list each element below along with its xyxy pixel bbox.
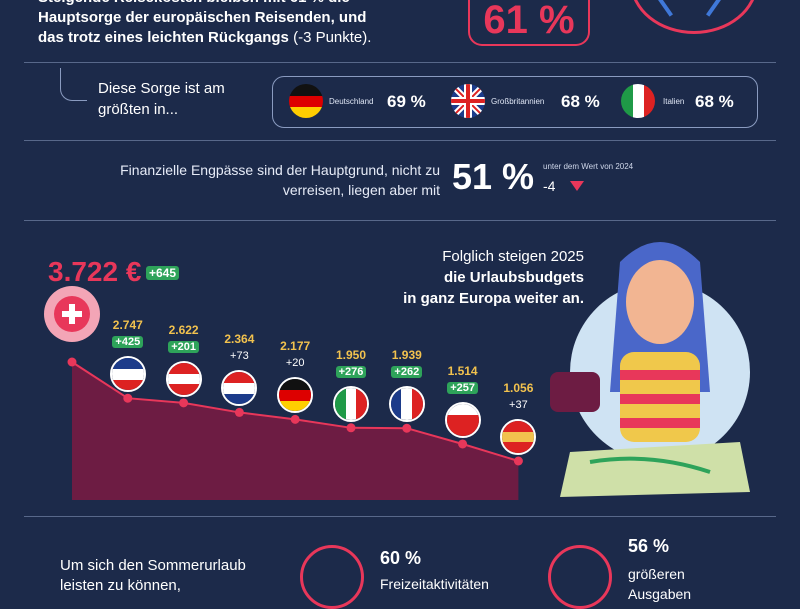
chart-value-label: 1.056 xyxy=(503,381,534,395)
chart-point-8 xyxy=(458,439,468,449)
connector-line xyxy=(60,68,87,101)
switzerland-flag-icon xyxy=(54,296,90,332)
chart-point-5 xyxy=(290,414,300,424)
country-name: Deutschland xyxy=(329,97,374,106)
country-name: Italien xyxy=(663,97,685,106)
down-arrow-icon xyxy=(570,181,584,191)
chart-delta-wrapper: +37 xyxy=(488,399,548,411)
financial-text: Finanzielle Engpässe sind der Hauptgrund… xyxy=(120,162,440,198)
budget-line-2: die Urlaubsbudgets xyxy=(443,269,584,286)
chart-delta-wrapper: +73 xyxy=(209,350,269,362)
country-value: 69 % xyxy=(387,92,426,111)
deutschland-flag-icon xyxy=(277,377,314,414)
chart-delta-label: +425 xyxy=(112,336,144,349)
headline-percentage: 61 % xyxy=(468,0,590,46)
chart-delta-wrapper: +201 xyxy=(154,340,214,353)
intro-line-3: das trotz eines leichten Rückgangs (-3 P… xyxy=(38,28,458,48)
chart-point-4 xyxy=(234,407,244,417)
chart-point-7 xyxy=(402,423,412,433)
chart-delta-label: +276 xyxy=(335,365,367,378)
italy-flag-icon xyxy=(621,84,655,118)
chart-point-9 xyxy=(513,456,523,466)
chart-point-1 xyxy=(67,357,77,367)
chart-value-label: 2.177 xyxy=(280,339,311,354)
chart-point-2 xyxy=(123,393,133,403)
chart-delta-label: +257 xyxy=(447,381,478,394)
country-value: 68 % xyxy=(561,92,600,111)
chart-value-label-top: 3.722 € xyxy=(48,256,142,287)
divider xyxy=(24,516,776,517)
switzerland-bubble xyxy=(44,286,100,342)
chart-delta-label: +37 xyxy=(509,399,528,411)
chart-point-3 xyxy=(179,398,189,408)
intro-line-1: Steigende Reisekosten bleiben mit 61 % d… xyxy=(38,0,458,8)
chart-value-label: 1.514 xyxy=(447,363,478,378)
polen-flag-icon xyxy=(444,401,481,438)
germany-flag-icon xyxy=(289,84,323,118)
chart-delta-wrapper: +276 xyxy=(321,365,381,378)
building-icon xyxy=(548,545,612,609)
budget-text: Folglich steigen 2025 die Urlaubsbudgets… xyxy=(380,246,584,309)
chart-value-label: 1.939 xyxy=(391,348,422,363)
großbritannien-flag-icon xyxy=(109,356,146,393)
country-value: 68 % xyxy=(695,92,734,111)
chart-value-label: 2.364 xyxy=(224,332,255,347)
chart-value-label: 1.950 xyxy=(335,347,367,362)
intro-line-3a: das trotz eines leichten Rückgangs xyxy=(38,29,289,46)
financial-note: unter dem Wert von 2024 xyxy=(543,162,634,171)
intro-text: Steigende Reisekosten bleiben mit 61 % d… xyxy=(38,0,458,48)
stat-1-label: Freizeitaktivitäten xyxy=(380,576,489,592)
traveler-illustration xyxy=(550,242,750,497)
financial-value: 51 % xyxy=(452,156,535,197)
niederlande-flag-icon xyxy=(221,370,258,407)
budget-line-1: Folglich steigen 2025 xyxy=(442,248,584,265)
divider xyxy=(24,62,776,63)
budget-line-3: in ganz Europa weiter an. xyxy=(403,290,584,307)
spanien-flag-icon xyxy=(500,419,537,455)
divider xyxy=(24,140,776,141)
stat-2-label-2: Ausgaben xyxy=(628,586,692,602)
chart-delta-label-top: +645 xyxy=(146,266,180,280)
stat-2-label: größeren xyxy=(628,566,685,582)
country-name: Großbritannien xyxy=(491,97,545,106)
chart-delta-wrapper: +20 xyxy=(265,357,325,369)
divider xyxy=(24,220,776,221)
chart-delta-wrapper: +257 xyxy=(433,381,493,394)
chart-delta-wrapper: +425 xyxy=(98,336,158,349)
stat-1-value: 60 % xyxy=(380,548,422,568)
chart-value-label: 2.747 xyxy=(112,318,143,333)
bottom-text: Um sich den Sommerurlaub leisten zu könn… xyxy=(60,557,246,594)
chart-delta-label: +73 xyxy=(230,350,249,363)
chart-point-6 xyxy=(346,423,356,433)
intro-line-3b: (-3 Punkte). xyxy=(293,29,372,46)
financial-delta: -4 xyxy=(543,178,556,194)
chart-area xyxy=(72,362,519,500)
wine-glasses-icon xyxy=(300,545,364,609)
italien-flag-icon xyxy=(333,385,369,422)
chart-value-label: 2.622 xyxy=(168,322,199,337)
country-ranking-box: Deutschland 69 % Großbritannien 68 % Ita… xyxy=(272,76,758,128)
österreich-flag-icon xyxy=(165,360,202,397)
frankreich-flag-icon xyxy=(388,386,425,423)
chart-delta-label: +201 xyxy=(168,340,199,353)
chart-delta-label: +262 xyxy=(391,366,423,379)
chart-delta-wrapper: +262 xyxy=(377,366,437,379)
sorge-text: Diese Sorge ist am größten in... xyxy=(98,80,225,118)
stat-2-value: 56 % xyxy=(628,536,670,556)
intro-line-2: Hauptsorge der europäischen Reisenden, u… xyxy=(38,9,367,26)
chart-delta-label: +20 xyxy=(285,357,305,370)
uk-flag-icon xyxy=(451,84,485,118)
